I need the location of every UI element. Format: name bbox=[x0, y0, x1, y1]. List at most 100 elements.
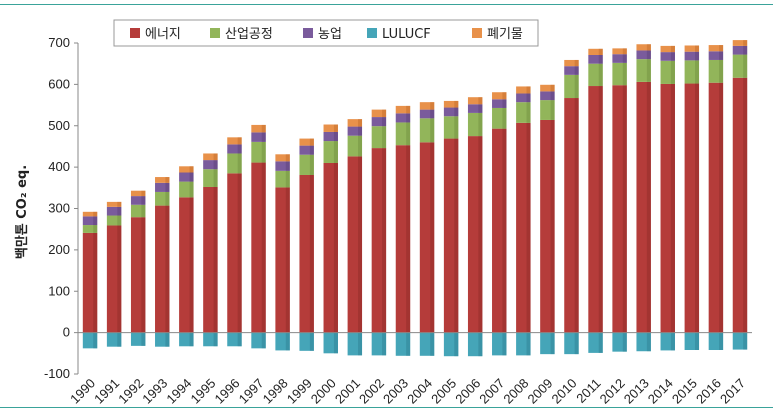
bar-segment-shade bbox=[478, 136, 483, 333]
bar-segment-shade bbox=[117, 332, 122, 347]
bar-segment-shade bbox=[502, 332, 507, 356]
bar-segment bbox=[227, 332, 242, 347]
bar-segment bbox=[636, 50, 651, 60]
x-tick-label: 1997 bbox=[236, 376, 267, 407]
bar-segment-shade bbox=[285, 161, 290, 171]
bar-segment bbox=[179, 332, 194, 347]
bar-segment bbox=[371, 109, 387, 118]
x-tick-label: 2013 bbox=[621, 376, 652, 407]
bar-segment-shade bbox=[309, 332, 314, 351]
bar-segment-shade bbox=[646, 59, 651, 82]
bar-segment bbox=[492, 99, 507, 108]
bar-segment bbox=[347, 332, 363, 356]
legend-swatch bbox=[303, 28, 313, 38]
bar-segment bbox=[443, 116, 459, 139]
bar-segment-shade bbox=[93, 232, 98, 333]
bar-segment-shade bbox=[670, 83, 675, 333]
bar-segment bbox=[708, 51, 724, 60]
bar-segment bbox=[588, 48, 603, 55]
bar-segment bbox=[179, 166, 194, 173]
legend-swatch bbox=[367, 28, 377, 38]
bar-segment bbox=[227, 173, 242, 333]
bar-segment bbox=[323, 124, 338, 132]
bar-segment-shade bbox=[670, 52, 675, 61]
bar-segment bbox=[612, 54, 627, 63]
bar-segment bbox=[419, 102, 435, 110]
y-axis: -100 0 100 200 300 400 500 600 700 bbox=[44, 35, 79, 381]
bar-segment-shade bbox=[189, 166, 194, 173]
y-tick-label: 700 bbox=[48, 35, 70, 50]
bar-segment bbox=[467, 332, 483, 357]
x-tick-label: 1998 bbox=[260, 376, 291, 407]
bar-segment bbox=[299, 154, 314, 175]
bar-segment-shade bbox=[743, 332, 748, 350]
bar-segment-shade bbox=[141, 332, 146, 346]
bar-segment bbox=[395, 332, 411, 356]
bar-segment bbox=[227, 144, 242, 154]
bar-segment bbox=[155, 191, 170, 206]
bar-segment bbox=[251, 162, 266, 333]
x-tick-label: 2000 bbox=[308, 376, 339, 407]
bar-segment bbox=[732, 45, 748, 55]
bar-segment bbox=[419, 109, 435, 119]
bar-segment bbox=[660, 45, 675, 53]
bar-segment bbox=[684, 60, 700, 84]
bar-segment bbox=[82, 216, 98, 226]
bar-segment bbox=[492, 128, 507, 333]
bar-segment-shade bbox=[550, 100, 555, 120]
bar-segment bbox=[203, 169, 218, 187]
bar-segment bbox=[516, 332, 531, 356]
bar-segment bbox=[130, 190, 146, 197]
bar-segment-shade bbox=[502, 99, 507, 108]
bar-segment bbox=[443, 107, 459, 117]
bar-segment-shade bbox=[165, 205, 170, 333]
bar-segment bbox=[82, 225, 98, 233]
bar-segment bbox=[130, 217, 146, 333]
legend-label: 농업 bbox=[318, 27, 342, 42]
bar-segment bbox=[443, 100, 459, 108]
bar-segment bbox=[347, 119, 363, 127]
bar-segment-shade bbox=[719, 82, 724, 333]
bar-segment-shade bbox=[719, 51, 724, 60]
legend-swatch bbox=[472, 28, 482, 38]
bar-segment bbox=[275, 161, 290, 171]
bar-segment-shade bbox=[622, 332, 627, 352]
bar-segment bbox=[492, 332, 507, 356]
x-tick-label: 1993 bbox=[139, 376, 170, 407]
bar-segment-shade bbox=[261, 162, 266, 333]
y-tick-label: 600 bbox=[48, 76, 70, 91]
bar-segment bbox=[467, 104, 483, 113]
bar-segment-shade bbox=[670, 60, 675, 84]
bar-segment-shade bbox=[646, 44, 651, 51]
bar-segment-shade bbox=[117, 206, 122, 216]
bar-segment-shade bbox=[357, 126, 363, 136]
bar-segment-shade bbox=[526, 93, 531, 103]
y-tick-label: 400 bbox=[48, 159, 70, 174]
bar-segment-shade bbox=[93, 211, 98, 217]
bar-segment-shade bbox=[406, 105, 411, 114]
x-tick-label: 2001 bbox=[332, 376, 363, 407]
bar-segment bbox=[492, 107, 507, 129]
bar-segment bbox=[347, 156, 363, 333]
bar-segment bbox=[179, 172, 194, 182]
bar-segment-shade bbox=[333, 141, 338, 163]
bar-segment-shade bbox=[406, 145, 411, 333]
bar-segment-shade bbox=[670, 332, 675, 351]
bar-segment bbox=[299, 138, 314, 146]
bar-segment bbox=[82, 232, 98, 333]
bar-segment bbox=[155, 205, 170, 333]
bar-segment bbox=[540, 119, 555, 333]
bar-segment bbox=[540, 332, 555, 355]
bar-segment bbox=[203, 153, 218, 161]
bar-segment bbox=[732, 77, 748, 333]
bar-segment bbox=[130, 204, 146, 218]
y-tick-label: -100 bbox=[44, 366, 70, 381]
bar-segment bbox=[251, 132, 266, 142]
bar-segment-shade bbox=[550, 84, 555, 92]
bar-segment-shade bbox=[622, 85, 627, 333]
bar-segment-shade bbox=[478, 97, 483, 105]
bar-segment bbox=[395, 145, 411, 333]
bar-segment bbox=[636, 332, 651, 352]
bar-segment-shade bbox=[598, 86, 603, 333]
bar-segment-shade bbox=[309, 154, 314, 175]
